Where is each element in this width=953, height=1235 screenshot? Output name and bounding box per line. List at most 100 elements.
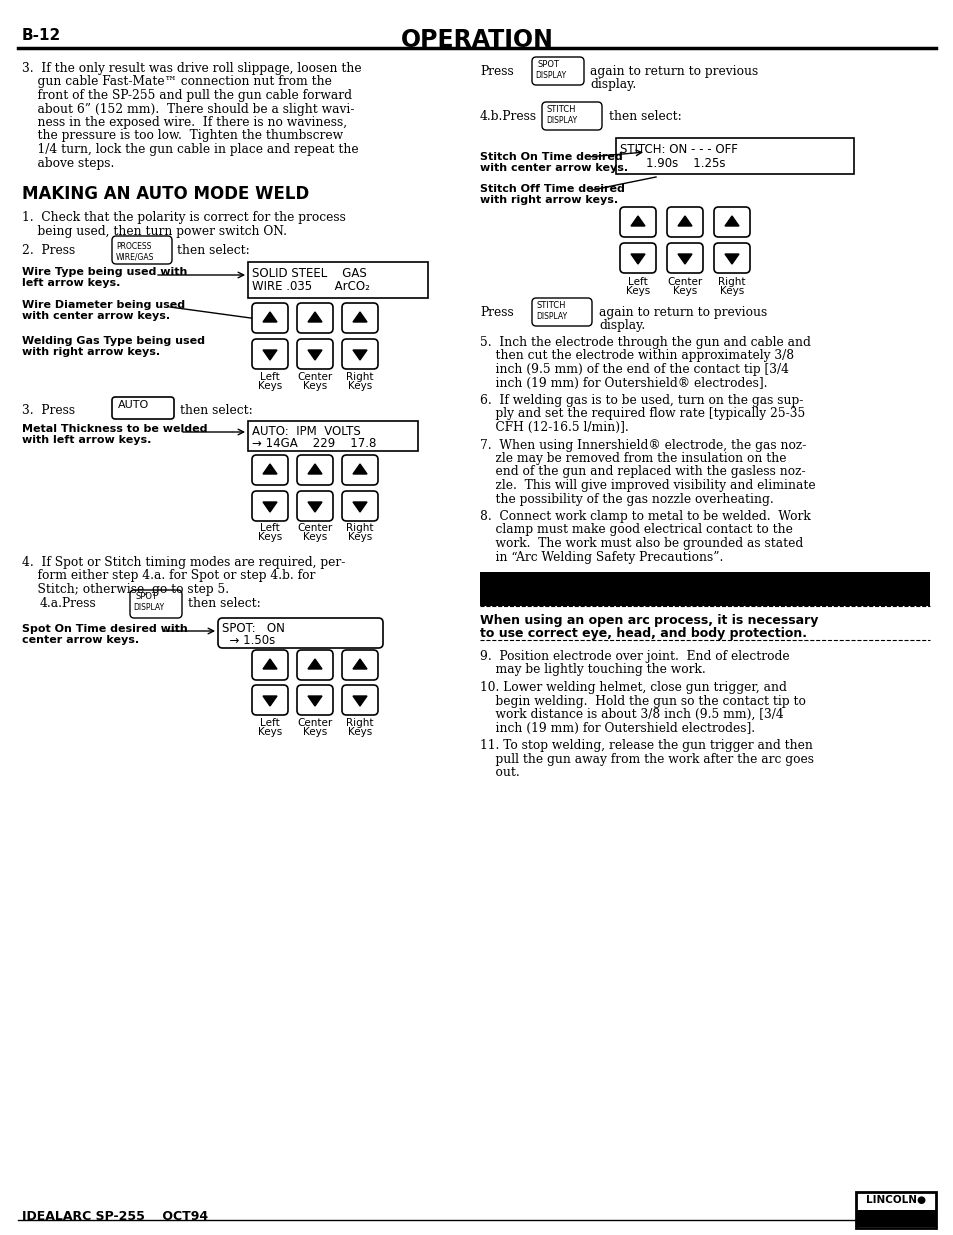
Bar: [855, 1192, 935, 1228]
FancyBboxPatch shape: [252, 303, 288, 333]
FancyBboxPatch shape: [112, 236, 172, 264]
Text: 4.  If Spot or Stitch timing modes are required, per-: 4. If Spot or Stitch timing modes are re…: [22, 556, 345, 569]
Bar: [479, 572, 929, 606]
Text: Press: Press: [479, 65, 514, 78]
Text: zle may be removed from the insulation on the: zle may be removed from the insulation o…: [479, 452, 785, 466]
Text: Left: Left: [260, 522, 279, 534]
Text: → 14GA    229    17.8: → 14GA 229 17.8: [252, 437, 376, 450]
Text: Keys: Keys: [625, 287, 649, 296]
Text: the possibility of the gas nozzle overheating.: the possibility of the gas nozzle overhe…: [479, 493, 773, 505]
Text: 9.  Position electrode over joint.  End of electrode: 9. Position electrode over joint. End of…: [479, 650, 789, 663]
FancyBboxPatch shape: [296, 492, 333, 521]
Text: front of the SP-255 and pull the gun cable forward: front of the SP-255 and pull the gun cab…: [22, 89, 352, 103]
FancyBboxPatch shape: [341, 303, 377, 333]
Text: 1.90s    1.25s: 1.90s 1.25s: [645, 157, 724, 170]
Text: Keys: Keys: [348, 382, 372, 391]
Text: Left: Left: [260, 718, 279, 727]
Text: AUTO: AUTO: [118, 400, 149, 410]
Text: → 1.50s: → 1.50s: [222, 634, 275, 647]
Polygon shape: [263, 697, 276, 706]
Polygon shape: [263, 312, 276, 322]
Text: Welding Gas Type being used: Welding Gas Type being used: [22, 336, 205, 346]
Text: Keys: Keys: [302, 532, 327, 542]
Text: PROCESS: PROCESS: [116, 242, 152, 251]
Polygon shape: [353, 464, 367, 474]
Text: Right: Right: [718, 277, 745, 287]
FancyBboxPatch shape: [296, 303, 333, 333]
Text: 3.  Press: 3. Press: [22, 404, 75, 417]
Text: STITCH: STITCH: [546, 105, 576, 114]
Text: Right: Right: [346, 522, 374, 534]
Text: Keys: Keys: [257, 727, 282, 737]
Text: again to return to previous: again to return to previous: [598, 306, 766, 319]
FancyBboxPatch shape: [130, 590, 182, 618]
Text: DISPLAY: DISPLAY: [132, 603, 164, 613]
Polygon shape: [263, 501, 276, 513]
Text: above steps.: above steps.: [22, 157, 114, 169]
Polygon shape: [353, 659, 367, 669]
Polygon shape: [353, 350, 367, 359]
Text: 1.  Check that the polarity is correct for the process: 1. Check that the polarity is correct fo…: [22, 211, 346, 224]
Text: Wire Diameter being used: Wire Diameter being used: [22, 300, 185, 310]
Text: 8.  Connect work clamp to metal to be welded.  Work: 8. Connect work clamp to metal to be wel…: [479, 510, 810, 522]
FancyBboxPatch shape: [341, 454, 377, 485]
FancyBboxPatch shape: [341, 492, 377, 521]
Text: Left: Left: [260, 372, 279, 382]
Polygon shape: [630, 216, 644, 226]
Text: Keys: Keys: [720, 287, 743, 296]
Text: AUTO:  IPM  VOLTS: AUTO: IPM VOLTS: [252, 425, 360, 438]
Text: then select:: then select:: [180, 404, 253, 417]
Text: with left arrow keys.: with left arrow keys.: [22, 435, 152, 445]
Text: may be lightly touching the work.: may be lightly touching the work.: [479, 663, 705, 677]
Polygon shape: [263, 659, 276, 669]
Text: CFH (12-16.5 l/min)].: CFH (12-16.5 l/min)].: [479, 421, 628, 433]
Text: Keys: Keys: [348, 727, 372, 737]
FancyBboxPatch shape: [713, 243, 749, 273]
Text: being used, then turn power switch ON.: being used, then turn power switch ON.: [22, 225, 287, 237]
Polygon shape: [308, 501, 322, 513]
FancyBboxPatch shape: [252, 685, 288, 715]
Text: with right arrow keys.: with right arrow keys.: [22, 347, 160, 357]
FancyBboxPatch shape: [112, 396, 173, 419]
Text: again to return to previous: again to return to previous: [589, 65, 758, 78]
FancyBboxPatch shape: [296, 685, 333, 715]
Polygon shape: [678, 254, 691, 264]
Polygon shape: [308, 659, 322, 669]
Text: Stitch; otherwise, go to step 5.: Stitch; otherwise, go to step 5.: [22, 583, 229, 597]
Text: out.: out.: [479, 766, 519, 779]
FancyBboxPatch shape: [252, 338, 288, 369]
Text: SPOT: SPOT: [136, 592, 158, 601]
Text: SOLID STEEL    GAS: SOLID STEEL GAS: [252, 267, 366, 280]
Text: Left: Left: [627, 277, 647, 287]
Text: Right: Right: [346, 718, 374, 727]
Polygon shape: [308, 312, 322, 322]
FancyBboxPatch shape: [666, 207, 702, 237]
Text: inch (9.5 mm) of the end of the contact tip [3/4: inch (9.5 mm) of the end of the contact …: [479, 363, 788, 375]
Text: 5.  Inch the electrode through the gun and cable and: 5. Inch the electrode through the gun an…: [479, 336, 810, 350]
FancyBboxPatch shape: [619, 243, 656, 273]
Polygon shape: [353, 697, 367, 706]
Text: Keys: Keys: [257, 532, 282, 542]
FancyBboxPatch shape: [532, 298, 592, 326]
Text: Keys: Keys: [302, 727, 327, 737]
Text: 6.  If welding gas is to be used, turn on the gas sup-: 6. If welding gas is to be used, turn on…: [479, 394, 802, 408]
Text: Press: Press: [479, 306, 514, 319]
Text: with right arrow keys.: with right arrow keys.: [479, 195, 618, 205]
FancyBboxPatch shape: [666, 243, 702, 273]
FancyBboxPatch shape: [252, 454, 288, 485]
Text: SPOT: SPOT: [537, 61, 559, 69]
Text: IDEALARC SP-255    OCT94: IDEALARC SP-255 OCT94: [22, 1210, 208, 1223]
FancyBboxPatch shape: [296, 650, 333, 680]
Text: then cut the electrode within approximately 3/8: then cut the electrode within approximat…: [479, 350, 793, 363]
Text: DISPLAY: DISPLAY: [536, 312, 566, 321]
FancyBboxPatch shape: [341, 650, 377, 680]
Polygon shape: [308, 350, 322, 359]
FancyBboxPatch shape: [252, 650, 288, 680]
FancyBboxPatch shape: [296, 338, 333, 369]
Text: DISPLAY: DISPLAY: [545, 116, 577, 125]
Text: 11. To stop welding, release the gun trigger and then: 11. To stop welding, release the gun tri…: [479, 739, 812, 752]
Text: then select:: then select:: [177, 245, 250, 257]
Text: Center: Center: [297, 372, 333, 382]
Text: Right: Right: [346, 372, 374, 382]
Text: WIRE/GAS: WIRE/GAS: [116, 252, 154, 261]
